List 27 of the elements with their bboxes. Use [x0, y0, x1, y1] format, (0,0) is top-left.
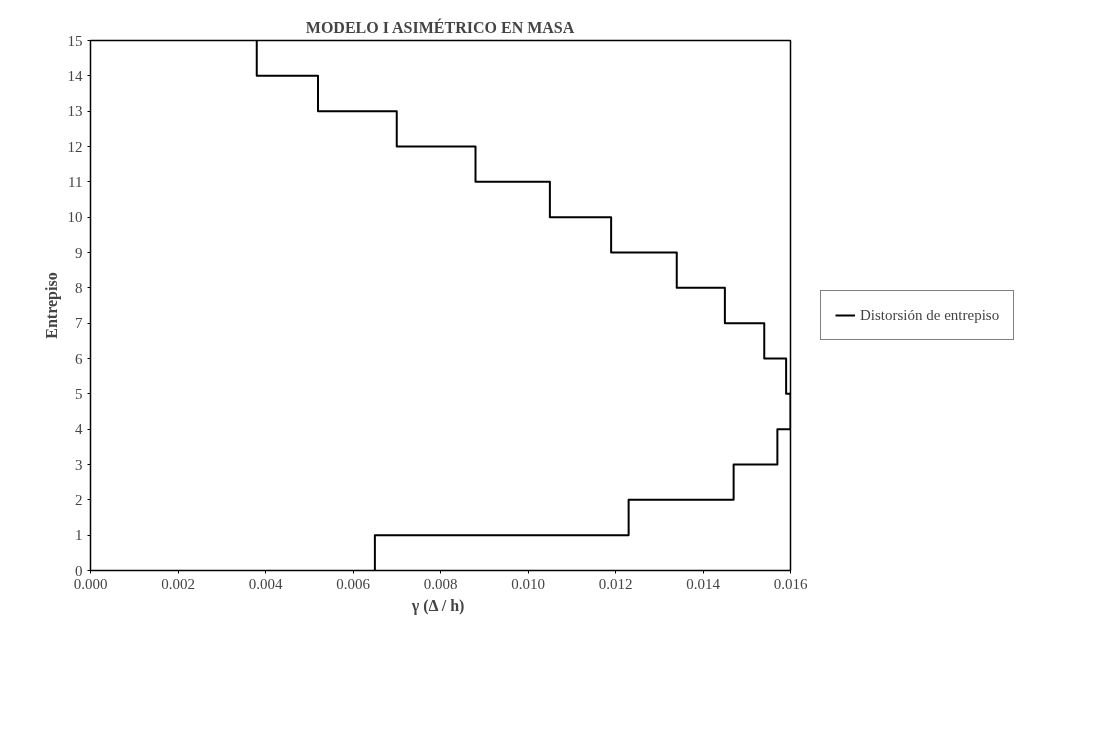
chart-title: MODELO I ASIMÉTRICO EN MASA: [305, 17, 575, 36]
y-tick-label: 13: [67, 103, 83, 120]
x-tick-label: 0.014: [686, 575, 721, 592]
y-tick-label: 2: [75, 491, 83, 508]
legend-label: Distorsión de entrepiso: [860, 306, 1000, 324]
y-tick-label: 9: [75, 244, 83, 261]
x-tick-label: 0.016: [773, 575, 808, 592]
y-tick-label: 4: [75, 421, 83, 438]
y-tick-label: 10: [67, 209, 83, 226]
y-tick-label: 12: [67, 138, 83, 155]
y-tick-label: 15: [67, 32, 83, 49]
x-tick-label: 0.012: [598, 575, 633, 592]
y-tick-label: 1: [75, 527, 83, 544]
y-tick-label: 3: [75, 456, 83, 473]
y-tick-label: 11: [68, 173, 83, 190]
y-tick-label: 8: [75, 279, 83, 296]
y-tick-label: 7: [75, 315, 83, 332]
x-tick-label: 0.004: [248, 575, 283, 592]
x-tick-label: 0.002: [161, 575, 195, 592]
y-tick-label: 5: [75, 385, 83, 402]
x-tick-label: 0.008: [423, 575, 458, 592]
y-tick-label: 14: [67, 67, 83, 84]
y-axis-title: Entrepiso: [42, 272, 61, 339]
x-tick-label: 0.006: [336, 575, 371, 592]
y-tick-label: 6: [75, 350, 83, 367]
x-axis-title: γ (Δ / h): [410, 596, 465, 615]
x-tick-label: 0.010: [511, 575, 545, 592]
